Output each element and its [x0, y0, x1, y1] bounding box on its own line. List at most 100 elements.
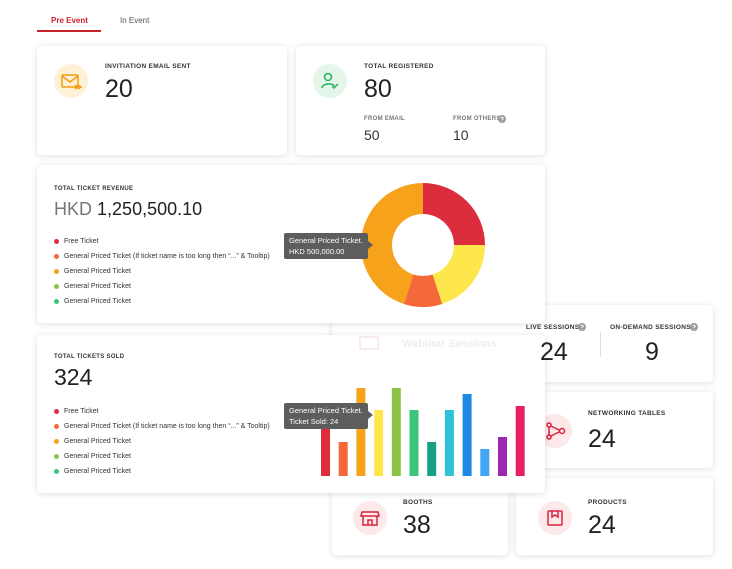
invitation-glyph: [61, 74, 83, 90]
revenue-tooltip: General Priced Ticket. HKD 500,000.00: [284, 233, 373, 259]
legend-label: General Priced Ticket: [64, 268, 131, 275]
legend-label: General Priced Ticket (If ticket name is…: [64, 423, 270, 430]
bar: [462, 394, 472, 476]
tooltip-line: General Priced Ticket.: [289, 406, 363, 415]
networking-glyph: [546, 422, 566, 440]
legend-label: General Priced Ticket: [64, 438, 131, 445]
products-glyph: [547, 510, 563, 526]
donut-segment: [360, 183, 423, 304]
registered-value: 80: [364, 75, 392, 103]
legend-label: General Priced Ticket: [64, 468, 131, 475]
legend-item: General Priced Ticket: [54, 467, 270, 482]
divider: [600, 332, 601, 357]
products-label: PRODUCTS: [588, 499, 627, 506]
on-demand-value: 9: [645, 338, 659, 366]
revenue-currency: HKD: [54, 199, 93, 219]
products-icon: [538, 501, 572, 535]
legend-dot: [54, 254, 59, 259]
donut-segment: [432, 245, 486, 304]
legend-item: General Priced Ticket (If ticket name is…: [54, 252, 270, 267]
tickets-legend: Free Ticket General Priced Ticket (If tic…: [54, 407, 270, 482]
tab-pre-event[interactable]: Pre Event: [51, 16, 88, 25]
booths-glyph: [360, 511, 380, 526]
live-sessions-value: 24: [540, 338, 568, 366]
tooltip-line: HKD 500,000.00: [289, 247, 345, 256]
bar: [515, 406, 525, 476]
bar: [480, 449, 490, 476]
legend-dot: [54, 409, 59, 414]
tickets-value: 324: [54, 364, 93, 390]
donut-segment: [423, 183, 485, 245]
tickets-tooltip: General Priced Ticket. Ticket Sold: 24: [284, 403, 373, 429]
legend-label: General Priced Ticket: [64, 298, 131, 305]
registered-icon: [313, 64, 347, 98]
legend-dot: [54, 284, 59, 289]
legend-item: General Priced Ticket (If ticket name is…: [54, 422, 270, 437]
legend-dot: [54, 299, 59, 304]
revenue-value: 1,250,500.10: [97, 199, 203, 219]
networking-value: 24: [588, 425, 616, 453]
invitation-icon: [54, 64, 88, 98]
legend-dot: [54, 269, 59, 274]
invitation-label: INVITIATION EMAIL SENT: [105, 63, 191, 70]
registered-label: TOTAL REGISTERED: [364, 63, 434, 70]
registered-card: TOTAL REGISTERED 80 FROM EMAIL 50 FROM O…: [296, 46, 545, 155]
bar: [391, 388, 401, 476]
products-card: PRODUCTS 24: [516, 478, 713, 555]
networking-card: NETWORKING TABLES 24: [516, 392, 713, 468]
networking-label: NETWORKING TABLES: [588, 410, 666, 417]
info-icon[interactable]: [498, 115, 506, 123]
from-others-value: 10: [453, 127, 469, 143]
registered-glyph: [321, 72, 339, 90]
legend-label: General Priced Ticket: [64, 283, 131, 290]
bar: [444, 410, 454, 476]
info-icon[interactable]: [690, 323, 698, 331]
legend-dot: [54, 424, 59, 429]
products-value: 24: [588, 511, 616, 539]
legend-item: General Priced Ticket: [54, 297, 270, 312]
bar: [427, 442, 437, 476]
legend-dot: [54, 439, 59, 444]
info-icon[interactable]: [578, 323, 586, 331]
legend-label: General Priced Ticket (If ticket name is…: [64, 253, 270, 260]
tab-underline: [37, 30, 101, 32]
tooltip-line: General Priced Ticket.: [289, 236, 363, 245]
legend-dot: [54, 454, 59, 459]
from-email-label: FROM EMAIL: [364, 116, 405, 122]
invitation-card: INVITIATION EMAIL SENT 20: [37, 46, 287, 155]
booths-icon: [353, 501, 387, 535]
legend-label: General Priced Ticket: [64, 453, 131, 460]
bar: [321, 410, 330, 476]
legend-dot: [54, 239, 59, 244]
bar: [338, 442, 348, 476]
invitation-value: 20: [105, 75, 133, 103]
legend-item: General Priced Ticket: [54, 267, 270, 282]
revenue-legend: Free Ticket General Priced Ticket (If tic…: [54, 237, 270, 312]
revenue-amount: HKD 1,250,500.10: [54, 199, 202, 220]
legend-label: Free Ticket: [64, 408, 99, 415]
bar: [409, 410, 419, 476]
legend-dot: [54, 469, 59, 474]
legend-item: Free Ticket: [54, 407, 270, 422]
booths-label: BOOTHS: [403, 499, 433, 506]
bar: [356, 388, 366, 476]
tickets-label: TOTAL TICKETS SOLD: [54, 354, 125, 360]
from-others-label: FROM OTHERS: [453, 116, 501, 122]
webinar-label: Webinar Sessions: [402, 338, 497, 350]
donut-segment: [403, 274, 443, 308]
booths-value: 38: [403, 511, 431, 539]
legend-item: General Priced Ticket: [54, 452, 270, 467]
from-email-value: 50: [364, 127, 380, 143]
revenue-label: TOTAL TICKET REVENUE: [54, 186, 134, 192]
legend-item: General Priced Ticket: [54, 437, 270, 452]
legend-item: General Priced Ticket: [54, 282, 270, 297]
live-sessions-label: LIVE SESSIONS: [526, 324, 580, 331]
webinar-icon: [359, 336, 379, 350]
legend-item: Free Ticket: [54, 237, 270, 252]
legend-label: Free Ticket: [64, 238, 99, 245]
bar: [498, 437, 507, 476]
tab-in-event[interactable]: In Event: [120, 16, 150, 25]
on-demand-label: ON-DEMAND SESSIONS: [610, 324, 691, 331]
